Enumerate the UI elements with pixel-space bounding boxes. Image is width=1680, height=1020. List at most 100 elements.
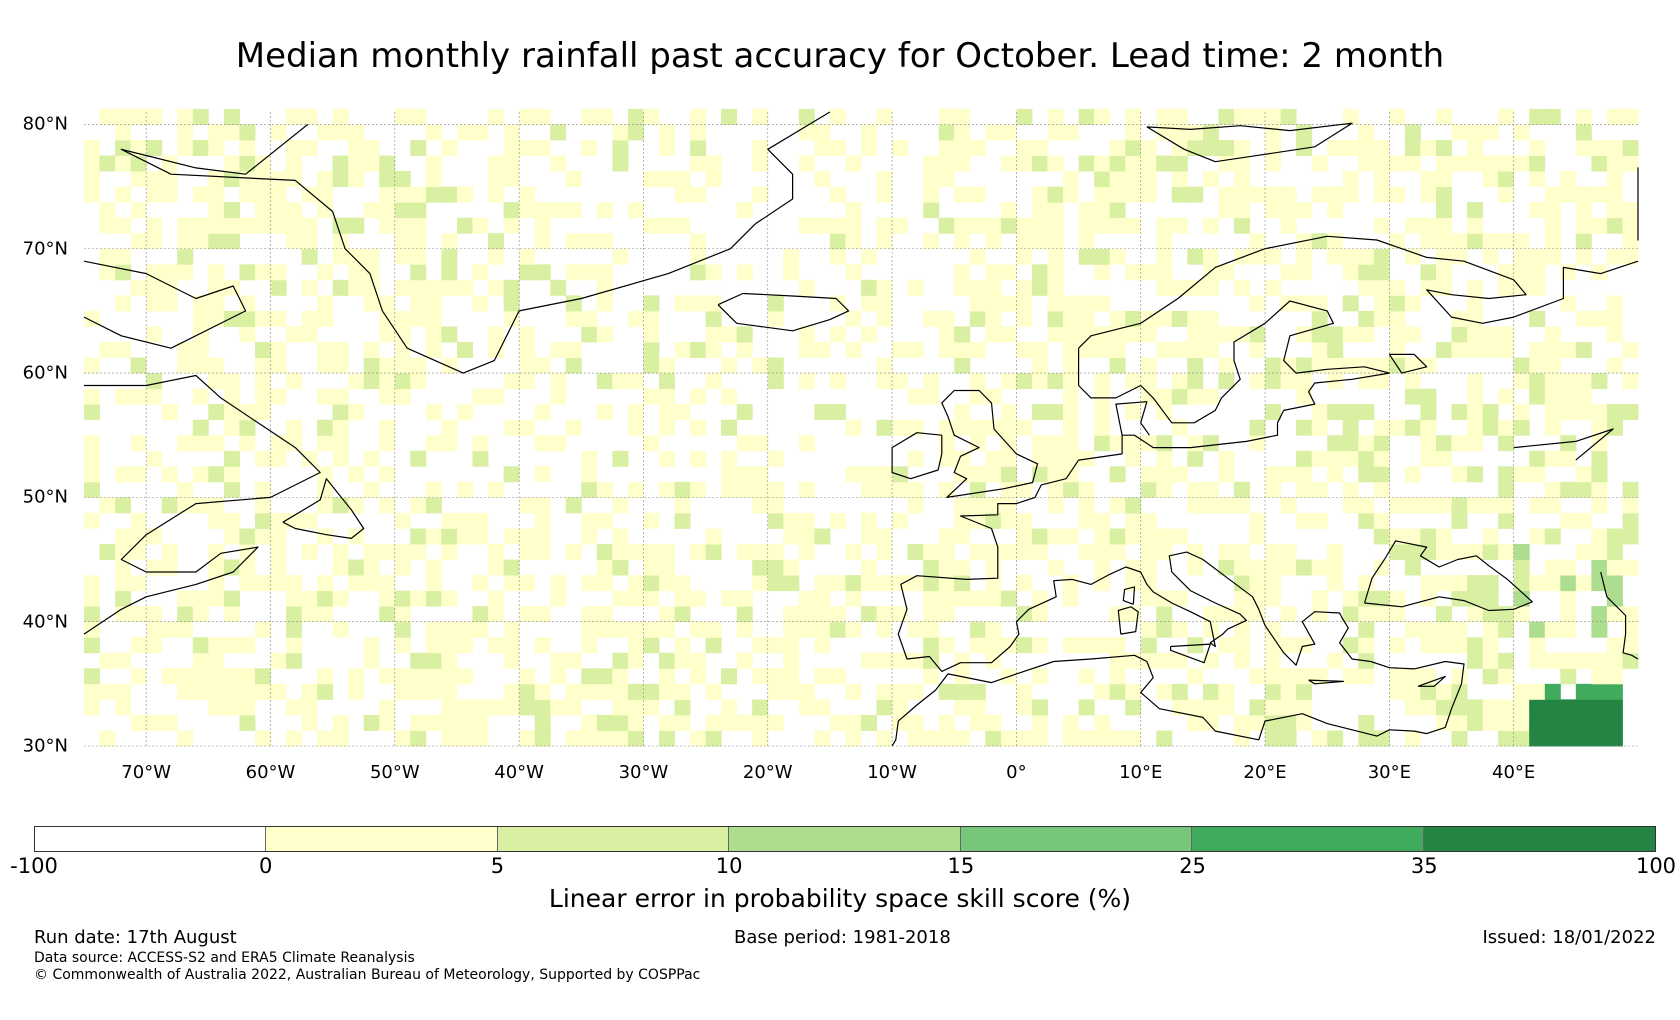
skill-cell	[161, 544, 178, 560]
skill-cell	[441, 279, 458, 296]
skill-cell	[115, 575, 132, 592]
skill-cell	[1591, 217, 1608, 234]
skill-cell	[363, 357, 380, 374]
skill-cell	[1047, 248, 1064, 265]
skill-cell	[192, 342, 209, 358]
baltic-coast	[1078, 300, 1390, 449]
skill-cell	[1420, 590, 1437, 607]
skill-cell	[596, 233, 613, 250]
skill-cell	[690, 730, 707, 747]
skill-cell	[892, 714, 909, 731]
skill-cell	[1218, 202, 1235, 219]
skill-cell	[596, 264, 613, 281]
skill-cell	[146, 450, 163, 467]
skill-cell	[612, 668, 629, 685]
skill-cell	[1591, 481, 1608, 498]
skill-cell	[1482, 637, 1499, 654]
skill-cell	[798, 342, 815, 358]
skill-cell	[177, 342, 194, 358]
skill-cell	[1389, 668, 1406, 685]
skill-cell	[1467, 202, 1484, 219]
skill-cell	[239, 699, 256, 716]
skill-cell	[1249, 606, 1266, 623]
skill-cell	[690, 668, 707, 685]
skill-cell	[1078, 699, 1095, 716]
skill-cell	[1140, 544, 1157, 560]
skill-cell	[938, 217, 955, 234]
skill-cell	[581, 466, 598, 483]
skill-cell	[1327, 326, 1344, 343]
skill-cell	[1218, 450, 1235, 467]
skill-cell	[969, 186, 986, 203]
skill-cell	[223, 528, 240, 545]
skill-cell	[969, 714, 986, 731]
skill-cell	[1342, 481, 1359, 498]
skill-cell	[1311, 730, 1328, 747]
skill-cell	[1265, 699, 1281, 716]
skill-cell	[1156, 466, 1173, 483]
skill-cell	[441, 357, 458, 374]
skill-cell	[814, 404, 831, 421]
skill-cell	[519, 730, 536, 747]
skill-cell	[985, 450, 1002, 467]
longitude-label: 0°	[1006, 762, 1027, 783]
skill-cell	[1420, 233, 1437, 250]
skill-cell	[1327, 202, 1344, 219]
skill-cell	[379, 714, 396, 731]
skill-cell	[752, 435, 769, 452]
skill-cell	[1171, 419, 1188, 436]
skill-cell	[534, 466, 551, 483]
skill-cell	[674, 606, 691, 623]
skill-cell	[798, 326, 815, 343]
skill-cell	[1125, 404, 1142, 421]
skill-cell	[1436, 699, 1452, 716]
skill-cell	[519, 683, 536, 700]
skill-cell	[938, 730, 955, 747]
skill-cell	[472, 512, 489, 529]
skill-cell	[954, 186, 971, 203]
skill-cell	[1436, 606, 1452, 623]
skill-cell	[1358, 248, 1375, 265]
skill-cell	[1187, 326, 1204, 343]
skill-cell	[581, 528, 598, 545]
skill-cell	[1373, 295, 1390, 312]
skill-cell	[457, 279, 473, 296]
skill-cell	[876, 233, 893, 250]
skill-cell	[1575, 248, 1592, 265]
skill-cell	[892, 342, 909, 358]
skill-cell	[1482, 668, 1499, 685]
skill-cell	[348, 140, 365, 156]
skill-cell	[907, 279, 924, 296]
skill-cell	[1498, 264, 1515, 281]
skill-cell	[1560, 606, 1577, 623]
skill-cell	[457, 621, 473, 638]
skill-cell	[1140, 171, 1157, 187]
skill-cell	[612, 544, 629, 560]
skill-cell	[1078, 310, 1095, 327]
skill-cell	[814, 342, 831, 358]
skill-cell	[1544, 357, 1561, 374]
skill-cell	[332, 435, 349, 452]
skill-cell	[1000, 590, 1017, 607]
skill-cell	[1016, 481, 1033, 498]
skill-cell	[1125, 310, 1142, 327]
skill-cell	[270, 575, 287, 592]
skill-cell	[425, 668, 442, 685]
longitude-label: 70°W	[121, 762, 172, 783]
skill-cell	[1513, 155, 1530, 172]
colorbar-tick-label: 100	[1635, 854, 1677, 878]
skill-cell	[659, 450, 675, 467]
skill-cell	[239, 404, 256, 421]
skill-cell	[798, 699, 815, 716]
skill-cell	[907, 621, 924, 638]
skill-cell	[907, 342, 924, 358]
skill-cell	[1606, 730, 1623, 747]
skill-cell	[1125, 450, 1142, 467]
skill-cell	[1125, 171, 1142, 187]
skill-cell	[317, 575, 334, 592]
skill-cell	[798, 606, 815, 623]
skill-cell	[643, 388, 660, 405]
skill-cell	[254, 730, 271, 747]
skill-cell	[814, 140, 831, 156]
skill-cell	[394, 248, 411, 265]
